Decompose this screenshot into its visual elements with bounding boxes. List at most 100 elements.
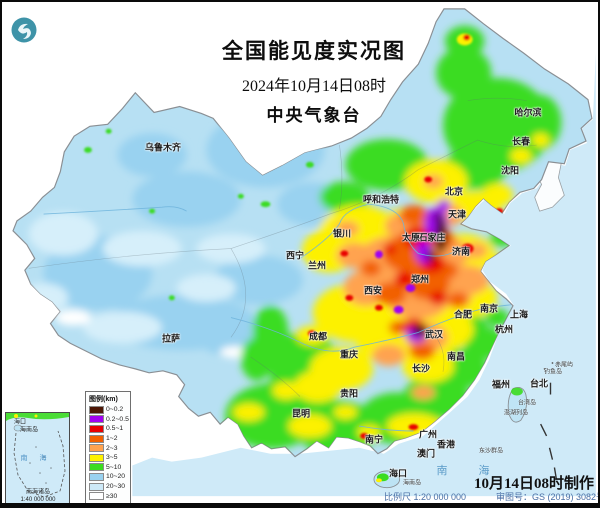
- island-dots: [543, 362, 554, 370]
- south-china-sea-inset: [5, 412, 70, 503]
- legend-swatch: [89, 415, 104, 424]
- china-visibility-map: [12, 8, 596, 497]
- legend-title: 图例(km): [89, 396, 118, 403]
- legend-label: 2~3: [106, 444, 118, 452]
- legend-label: 20~30: [106, 483, 126, 491]
- city-label: 呼和浩特: [362, 194, 400, 205]
- legend-swatch: [89, 472, 104, 481]
- city-label: 福州: [491, 379, 511, 390]
- city-label: 太原: [401, 232, 421, 243]
- legend-label: 10~20: [106, 473, 126, 481]
- legend-swatch: [89, 463, 104, 472]
- city-label: 西安: [363, 285, 383, 296]
- city-label: 武汉: [424, 329, 444, 340]
- taiwan-island: [507, 387, 528, 423]
- legend-label: 1~2: [106, 435, 118, 443]
- visibility-color-field: [18, 25, 562, 456]
- city-label: 长沙: [411, 363, 431, 374]
- city-label: 贵阳: [339, 388, 359, 399]
- geo-label: 赤尾屿: [554, 362, 574, 369]
- city-label: 石家庄: [418, 232, 446, 243]
- city-label: 郑州: [410, 274, 430, 285]
- map-datetime: 2024年10月14日08时: [241, 78, 386, 95]
- legend-row: 20~30: [89, 482, 128, 492]
- city-label: 哈尔滨: [514, 107, 542, 118]
- legend-swatch: [89, 434, 104, 443]
- south-china-sea-label: 南 海: [436, 465, 504, 477]
- city-label: 沈阳: [500, 165, 520, 176]
- geo-label: 台湾岛: [517, 400, 537, 407]
- legend-row: ≥30: [89, 491, 128, 501]
- legend-row: 2~3: [89, 443, 128, 453]
- city-label: 广州: [418, 429, 438, 440]
- city-label: 银川: [332, 228, 352, 239]
- rivers: [43, 203, 512, 432]
- logo-swirl-icon: [18, 23, 31, 39]
- page-title: 全国能见度实况图: [222, 39, 406, 63]
- legend-swatch: [89, 424, 104, 433]
- city-label: 南宁: [364, 434, 384, 445]
- legend-label: 5~10: [106, 463, 122, 471]
- city-label: 海口: [388, 468, 408, 479]
- legend-row: 0.2~0.5: [89, 415, 129, 425]
- geo-label: 东沙群岛: [478, 448, 504, 455]
- legend-label: ≥30: [106, 492, 118, 500]
- legend-swatch: [89, 453, 104, 462]
- city-label: 济南: [451, 246, 471, 257]
- city-label: 成都: [308, 331, 328, 342]
- title-block: 全国能见度实况图 2024年10月14日08时 中央气象台: [222, 35, 406, 126]
- city-label: 合肥: [453, 309, 473, 320]
- inset-dash-line: [13, 430, 66, 498]
- legend-row: 0~0.2: [89, 405, 128, 415]
- legend-row: 0.5~1: [89, 424, 128, 434]
- inset-coast-band: [6, 413, 69, 421]
- city-label: 昆明: [291, 408, 311, 419]
- city-label: 天津: [447, 209, 467, 220]
- city-label: 拉萨: [161, 333, 181, 344]
- city-label: 北京: [444, 186, 464, 197]
- city-label: 兰州: [307, 260, 327, 271]
- city-label: 南京: [479, 303, 499, 314]
- inset-label: 南海诸岛: [25, 489, 51, 496]
- legend-label: 3~5: [106, 454, 118, 462]
- city-label: 上海: [509, 309, 529, 320]
- cma-logo: [10, 16, 38, 49]
- inset-hainan: [13, 424, 23, 432]
- legend-row: 3~5: [89, 453, 128, 463]
- legend-label: 0.5~1: [106, 425, 124, 433]
- agency-name: 中央气象台: [266, 106, 362, 125]
- inset-label: 南 海: [20, 455, 52, 462]
- city-label: 澳门: [416, 448, 436, 459]
- city-label: 杭州: [494, 324, 514, 335]
- legend-swatch: [89, 482, 104, 491]
- approval-number-text: 审图号：GS (2019) 3082号: [496, 492, 600, 502]
- geo-label: 澎湖列岛: [503, 410, 529, 417]
- made-at-text: 10月14日08时制作: [473, 476, 594, 492]
- legend-row: 5~10: [89, 463, 128, 473]
- city-label: 台北: [529, 378, 549, 389]
- geo-label: 钓鱼岛: [543, 369, 563, 376]
- province-borders: [28, 97, 537, 397]
- geo-label: 海南岛: [402, 480, 422, 487]
- legend-box: 图例(km) 0~0.2 0.2~0.5 0.5~1 1~2 2~3 3~5 5~10 10~…: [85, 391, 131, 503]
- inset-label: 海南岛: [19, 427, 39, 434]
- legend-row: 1~2: [89, 434, 128, 444]
- legend-label: 0~0.2: [106, 406, 124, 414]
- sea-area: [132, 53, 596, 497]
- city-label: 南昌: [446, 351, 466, 362]
- city-label: 长春: [511, 136, 531, 147]
- legend-swatch: [89, 405, 104, 414]
- city-label: 重庆: [339, 349, 359, 360]
- inset-label: 海口: [13, 419, 27, 426]
- inset-label: 1:40 000 000: [20, 497, 56, 503]
- city-label: 乌鲁木齐: [144, 142, 182, 153]
- map-scale-text: 比例尺 1:20 000 000: [384, 492, 467, 502]
- legend-swatch: [89, 492, 104, 501]
- city-label: 西宁: [285, 250, 305, 261]
- legend-swatch: [89, 444, 104, 453]
- inset-islands: [29, 446, 52, 484]
- legend-label: 0.2~0.5: [106, 415, 129, 423]
- city-label: 香港: [436, 439, 456, 450]
- nine-dash-line: [540, 382, 558, 480]
